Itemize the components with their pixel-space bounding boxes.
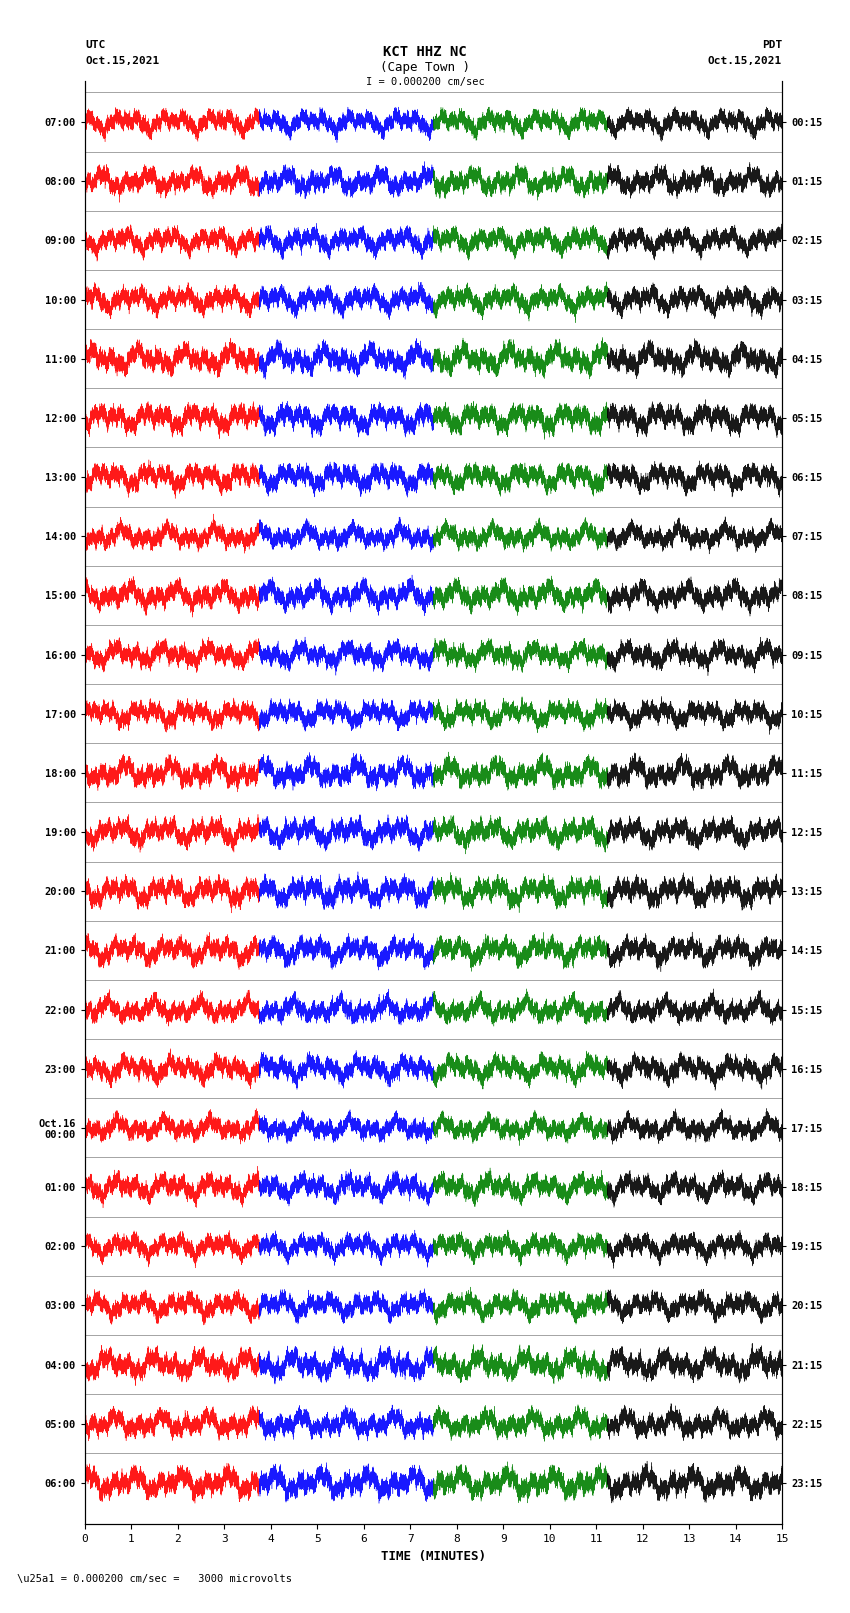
Text: (Cape Town ): (Cape Town ) <box>380 61 470 74</box>
X-axis label: TIME (MINUTES): TIME (MINUTES) <box>381 1550 486 1563</box>
Text: Oct.15,2021: Oct.15,2021 <box>85 56 159 66</box>
Text: Oct.15,2021: Oct.15,2021 <box>708 56 782 66</box>
Text: UTC: UTC <box>85 40 105 50</box>
Text: PDT: PDT <box>762 40 782 50</box>
Text: \u25a1 = 0.000200 cm/sec =   3000 microvolts: \u25a1 = 0.000200 cm/sec = 3000 microvol… <box>17 1574 292 1584</box>
Text: KCT HHZ NC: KCT HHZ NC <box>383 45 467 60</box>
Text: I = 0.000200 cm/sec: I = 0.000200 cm/sec <box>366 77 484 87</box>
